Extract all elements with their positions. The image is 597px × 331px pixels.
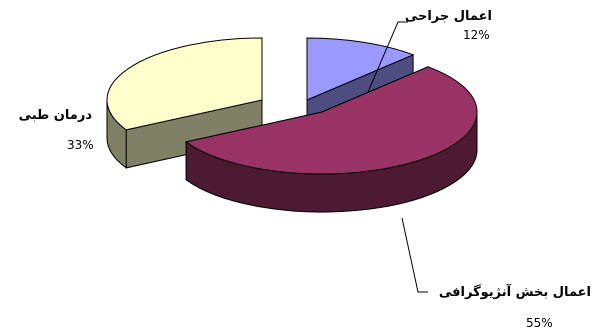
- slice-value-medical: 33%: [67, 138, 94, 152]
- leader-line-angiography: [401, 217, 428, 293]
- slice-surgery: [306, 37, 415, 101]
- slice-value-surgery: 12%: [463, 28, 490, 42]
- slice-medical: [106, 37, 263, 131]
- slices-layer: [106, 37, 478, 213]
- slice-label-angiography: اعمال بخش آنژیوگرافی: [439, 283, 591, 300]
- slice-value-angiography: 55%: [526, 316, 553, 330]
- slice-label-medical: درمان طبی: [19, 108, 93, 123]
- leader-line-surgery: [367, 21, 408, 93]
- slice-label-surgery: اعمال جراحی: [405, 9, 492, 24]
- slice-angiography: [184, 66, 478, 175]
